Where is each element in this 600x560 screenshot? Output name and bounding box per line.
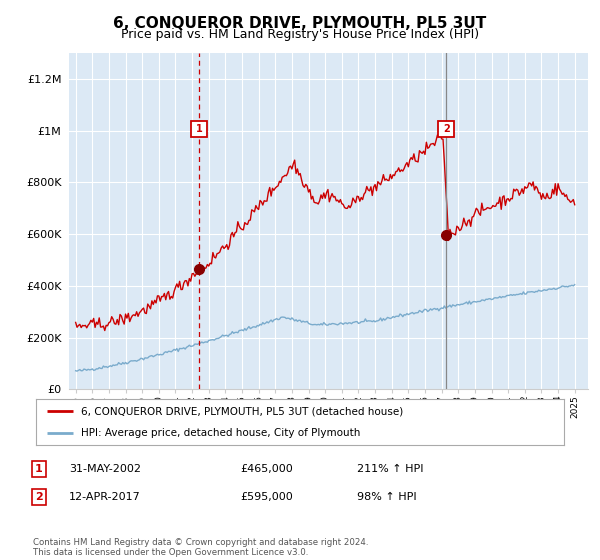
Text: 2: 2 xyxy=(443,124,450,134)
Text: £465,000: £465,000 xyxy=(240,464,293,474)
Text: £595,000: £595,000 xyxy=(240,492,293,502)
Text: 12-APR-2017: 12-APR-2017 xyxy=(69,492,141,502)
Text: 98% ↑ HPI: 98% ↑ HPI xyxy=(357,492,416,502)
Text: 1: 1 xyxy=(35,464,43,474)
Text: 6, CONQUEROR DRIVE, PLYMOUTH, PL5 3UT (detached house): 6, CONQUEROR DRIVE, PLYMOUTH, PL5 3UT (d… xyxy=(81,406,403,416)
Text: 6, CONQUEROR DRIVE, PLYMOUTH, PL5 3UT: 6, CONQUEROR DRIVE, PLYMOUTH, PL5 3UT xyxy=(113,16,487,31)
Text: Contains HM Land Registry data © Crown copyright and database right 2024.
This d: Contains HM Land Registry data © Crown c… xyxy=(33,538,368,557)
Text: 31-MAY-2002: 31-MAY-2002 xyxy=(69,464,141,474)
Text: 2: 2 xyxy=(35,492,43,502)
Text: HPI: Average price, detached house, City of Plymouth: HPI: Average price, detached house, City… xyxy=(81,428,360,438)
Text: Price paid vs. HM Land Registry's House Price Index (HPI): Price paid vs. HM Land Registry's House … xyxy=(121,28,479,41)
Text: 211% ↑ HPI: 211% ↑ HPI xyxy=(357,464,424,474)
Text: 1: 1 xyxy=(196,124,202,134)
